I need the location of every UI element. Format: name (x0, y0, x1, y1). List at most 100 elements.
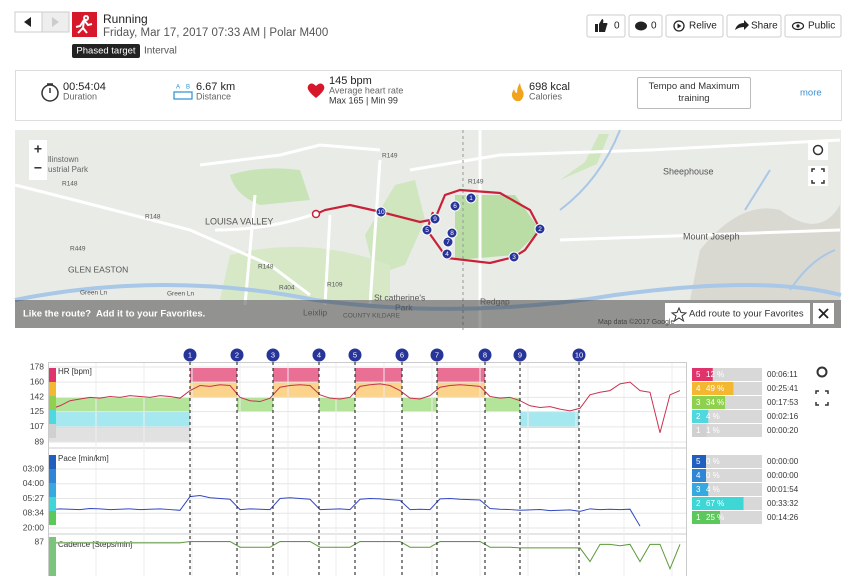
target-band (273, 368, 319, 382)
map-features (14, 129, 842, 330)
lap-number: 1 (188, 350, 192, 359)
lap-marker[interactable] (230, 348, 244, 362)
y-tick-label: 87 (35, 536, 45, 546)
hr-line (49, 381, 681, 433)
privacy-button[interactable] (784, 14, 842, 38)
hr-label: Average heart rate (329, 85, 403, 95)
favorite-label: Add route to your Favorites (689, 309, 804, 320)
panel-label: Cadence [Steps/min] (58, 540, 132, 549)
target-band (437, 368, 485, 382)
lap-number: 10 (575, 350, 583, 359)
map-lap-marker[interactable] (465, 192, 477, 204)
tag-note: Interval (144, 46, 177, 57)
chart-fullscreen[interactable] (815, 390, 829, 406)
zone-time: 00:02:16 (767, 412, 799, 421)
target-band (190, 368, 237, 382)
lap-marker[interactable] (183, 348, 197, 362)
map-lap-number: 8 (450, 230, 454, 237)
y-tick-label: 142 (30, 392, 44, 402)
lap-marker[interactable] (430, 348, 444, 362)
distance-icon (173, 91, 193, 100)
zone-number: 2 (696, 499, 701, 508)
target-band (485, 398, 520, 412)
target-band (273, 382, 319, 398)
map-lap-marker[interactable] (375, 206, 387, 218)
zoom-out[interactable]: − (34, 160, 42, 176)
map-lap-number: 7 (446, 239, 450, 246)
map-label: GLEN EASTON (68, 264, 128, 274)
zone-percent: 34 % (706, 398, 724, 407)
zone-axis-strip (49, 469, 56, 483)
target-band (319, 398, 355, 412)
park-area (365, 180, 425, 275)
map-lap-number: 3 (512, 254, 516, 261)
stream (559, 129, 836, 291)
runner-glyph (75, 15, 93, 34)
more-link[interactable]: more (800, 88, 822, 99)
zone-bar (692, 382, 734, 395)
lap-number: 9 (518, 350, 522, 359)
lap-number: 2 (235, 350, 239, 359)
map-lap-marker[interactable] (508, 251, 520, 263)
route (315, 188, 542, 265)
hr-detail: Max 165 | Min 99 (329, 95, 398, 105)
lap-marker[interactable] (395, 348, 409, 362)
fullscreen-button[interactable] (808, 166, 828, 186)
zone-number: 3 (696, 398, 701, 407)
summary-box (15, 70, 842, 121)
lap-marker[interactable] (572, 348, 586, 362)
target-band (237, 398, 273, 412)
zone-bar (692, 396, 726, 409)
park-area (230, 168, 310, 205)
map-lap-marker[interactable] (534, 223, 546, 235)
target-band (355, 368, 402, 382)
zone-bar (692, 455, 706, 468)
map-label: R148 (62, 181, 78, 188)
map-lap-number: 4 (445, 251, 449, 258)
zone-time: 00:01:54 (767, 485, 799, 494)
locate-icon (812, 144, 824, 156)
roads (14, 130, 841, 330)
chart-settings[interactable] (814, 364, 830, 380)
zone-axis-strip (49, 511, 56, 525)
map-lap-number: 2 (538, 226, 542, 233)
zone-axis-strip (49, 455, 56, 469)
lap-marker[interactable] (266, 348, 280, 362)
map-lap-marker[interactable] (429, 213, 441, 225)
y-tick-label: 125 (30, 406, 44, 416)
zone-percent: 12 % (706, 370, 724, 379)
lap-marker[interactable] (513, 348, 527, 362)
map-label: Sheephouse (663, 166, 714, 176)
map-lap-marker[interactable] (446, 227, 458, 239)
zone-bar (692, 511, 720, 524)
map-attribution: Map data ©2017 Google (598, 318, 674, 326)
y-tick-label: 05:27 (23, 493, 45, 503)
calories-label: Calories (529, 91, 563, 101)
zone-bar (692, 469, 706, 482)
lap-number: 4 (317, 350, 321, 359)
zone-number: 1 (696, 426, 701, 435)
cadence-line (50, 540, 681, 571)
locate-button[interactable] (808, 140, 828, 160)
map-lap-marker[interactable] (442, 236, 454, 248)
map-label: R149 (468, 179, 484, 186)
share-button[interactable] (726, 14, 782, 38)
favorite-button[interactable] (665, 303, 810, 324)
lap-marker[interactable] (312, 348, 326, 362)
zone-number: 4 (696, 471, 701, 480)
zone-number: 4 (696, 384, 701, 393)
zone-time: 00:33:32 (767, 499, 799, 508)
zone-axis-strip (49, 497, 56, 511)
map-lap-marker[interactable] (441, 248, 453, 260)
zone-track (692, 483, 762, 496)
lap-marker[interactable] (478, 348, 492, 362)
zone-percent: 25 % (706, 513, 724, 522)
map-label: llinstown (48, 155, 79, 164)
map-label: R449 (70, 246, 86, 253)
training-button[interactable]: Tempo and Maximum training (637, 77, 751, 109)
map-lap-marker[interactable] (421, 224, 433, 236)
lap-marker[interactable] (348, 348, 362, 362)
map-lap-marker[interactable] (449, 200, 461, 212)
zoom-in[interactable]: + (34, 141, 42, 157)
y-tick-label: 20:00 (23, 522, 45, 532)
